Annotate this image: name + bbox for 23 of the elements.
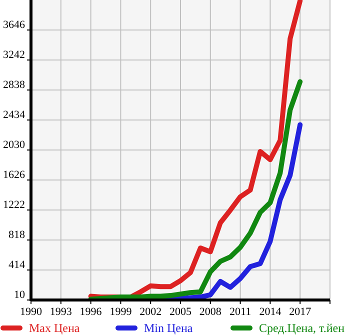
y-tick-label: 818 xyxy=(8,229,26,241)
x-tick-label: 1996 xyxy=(80,306,102,318)
x-tick-label: 2011 xyxy=(230,306,252,318)
legend-label: Max Цена xyxy=(29,321,80,335)
y-tick-label: 1222 xyxy=(3,199,25,211)
x-tick-label: 2014 xyxy=(259,306,282,318)
y-tick-label: 1626 xyxy=(3,169,26,181)
x-tick-label: 1990 xyxy=(20,306,42,318)
y-tick-label: 2030 xyxy=(3,139,26,151)
x-tick-label: 2017 xyxy=(289,306,312,318)
y-tick-label: 2434 xyxy=(3,109,26,121)
legend-label: Сред.Цена, т.йен xyxy=(259,321,345,335)
x-tick-label: 2002 xyxy=(140,306,162,318)
y-tick-label: 414 xyxy=(8,259,26,271)
x-tick-label: 2005 xyxy=(170,306,192,318)
x-tick-label: 1999 xyxy=(110,306,132,318)
y-tick-label: 3242 xyxy=(3,49,25,61)
x-tick-label: 1993 xyxy=(50,306,72,318)
y-tick-label: 3646 xyxy=(3,19,26,31)
x-tick-label: 2008 xyxy=(199,306,222,318)
y-tick-label: 10 xyxy=(14,289,26,301)
legend-label: Min Цена xyxy=(144,321,194,335)
y-tick-label: 2838 xyxy=(3,79,26,91)
